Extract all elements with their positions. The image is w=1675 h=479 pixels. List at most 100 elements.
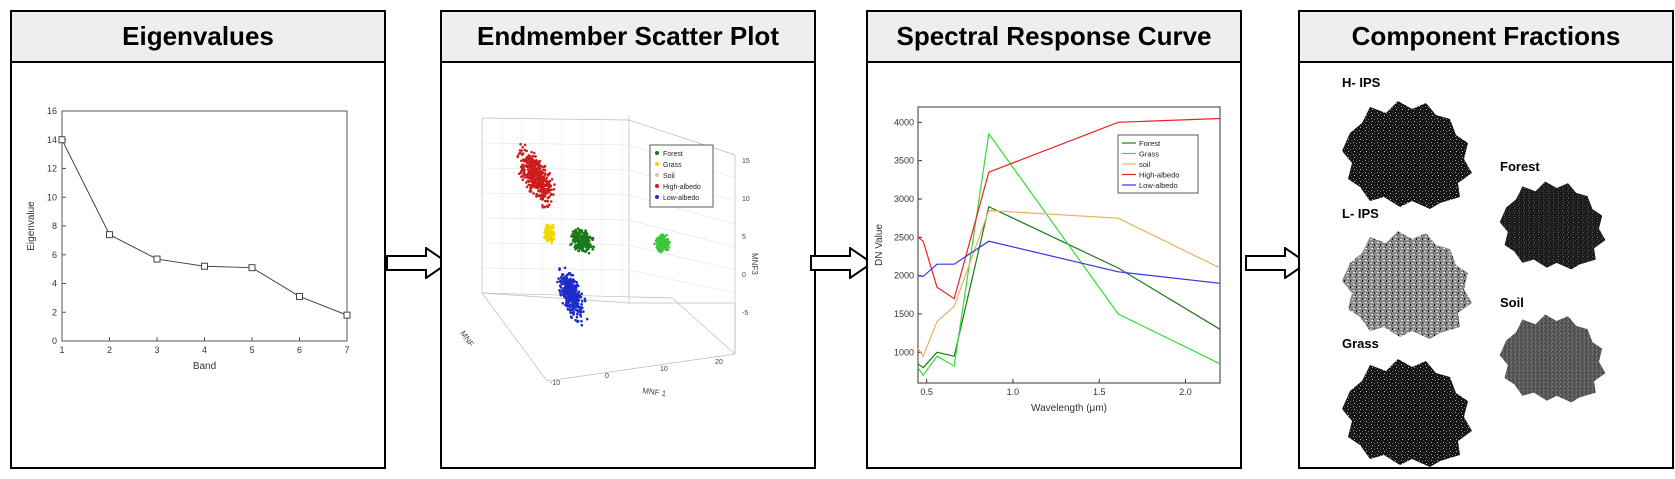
- low-albedo-point: [573, 291, 577, 295]
- low-albedo-point: [583, 299, 587, 303]
- low-albedo-point: [566, 273, 569, 277]
- high-albedo-point: [538, 184, 541, 188]
- high-albedo-point: [526, 164, 529, 168]
- forest-green-point: [661, 239, 664, 243]
- y-axis-label: DN Value: [874, 224, 885, 266]
- high-albedo-point: [523, 143, 527, 147]
- legend-entry: Low-albedo: [1139, 181, 1178, 190]
- low-albedo-point: [575, 293, 579, 297]
- high-albedo-point: [527, 179, 531, 183]
- forest-point: [576, 231, 579, 234]
- map-l-ips: [1340, 223, 1475, 341]
- low-albedo-point: [563, 280, 566, 283]
- grass-point: [548, 238, 552, 242]
- label-forest: Forest: [1500, 159, 1540, 174]
- forest-point: [580, 234, 583, 237]
- y-tick-label: 1500: [894, 309, 914, 319]
- grass-point: [549, 230, 553, 234]
- high-albedo-point: [545, 204, 549, 208]
- legend-entry: Grass: [1139, 150, 1159, 159]
- high-albedo-point: [523, 159, 526, 163]
- low-albedo-point: [564, 297, 568, 300]
- grid-line: [481, 192, 630, 196]
- x-tick-label: 2: [107, 345, 112, 355]
- high-albedo-point: [519, 171, 523, 175]
- low-albedo-point: [558, 289, 561, 292]
- x-tick-label: 0.5: [920, 387, 933, 397]
- forest-point: [576, 234, 580, 237]
- legend-marker: [655, 173, 659, 177]
- high-albedo-point: [516, 155, 519, 159]
- forest-green-point: [667, 246, 671, 249]
- high-albedo-point: [540, 179, 543, 182]
- x-tick-label: 10: [660, 366, 668, 373]
- low-albedo-point: [567, 298, 570, 301]
- fractions-title: Component Fractions: [1300, 12, 1672, 63]
- high-albedo-point: [522, 171, 526, 174]
- y-tick-label: 1000: [894, 347, 914, 357]
- low-albedo-point: [567, 301, 571, 304]
- forest-green-point: [666, 238, 669, 241]
- series-line: [917, 209, 1221, 358]
- arrow-right-icon: [1245, 247, 1309, 279]
- z-tick-label: -5: [742, 310, 748, 317]
- box-edge: [481, 292, 630, 304]
- forest-point: [584, 233, 587, 236]
- low-albedo-point: [561, 302, 565, 305]
- y-tick-label: 3500: [894, 156, 914, 166]
- plot-frame: [917, 106, 1221, 384]
- low-albedo-point: [561, 273, 564, 276]
- box-edge: [628, 119, 736, 156]
- high-albedo-point: [548, 172, 551, 175]
- forest-point: [587, 243, 591, 246]
- grid-line: [628, 244, 736, 271]
- z-tick-label: 5: [742, 234, 746, 241]
- x-tick-label: 20: [715, 359, 723, 366]
- y-tick-label: 6: [52, 250, 57, 260]
- high-albedo-point: [553, 183, 556, 186]
- low-albedo-point: [567, 271, 571, 275]
- high-albedo-point: [548, 179, 552, 183]
- low-albedo-point: [572, 311, 576, 315]
- grid-line: [481, 167, 630, 171]
- forest-green-point: [664, 242, 668, 245]
- spectral-panel: Spectral Response Curve 0.5 1.0 1.5 2.0 1000…: [866, 10, 1242, 469]
- low-albedo-point: [569, 311, 573, 314]
- low-albedo-point: [580, 323, 584, 327]
- high-albedo-point: [523, 148, 526, 152]
- y-tick-label: 4: [52, 279, 57, 289]
- high-albedo-point: [523, 176, 526, 179]
- high-albedo-point: [519, 142, 522, 146]
- high-albedo-point: [539, 164, 542, 168]
- forest-point: [587, 251, 591, 255]
- legend-marker: [655, 195, 659, 199]
- eigen-line: [61, 139, 348, 316]
- high-albedo-point: [521, 152, 525, 155]
- low-albedo-point: [571, 298, 574, 301]
- high-albedo-point: [541, 185, 545, 188]
- high-albedo-point: [536, 166, 539, 170]
- forest-point: [582, 235, 586, 239]
- high-albedo-point: [537, 174, 541, 178]
- x-tick-label: 2.0: [1179, 387, 1192, 397]
- high-albedo-point: [528, 161, 531, 164]
- forest-point: [584, 249, 588, 253]
- high-albedo-point: [541, 204, 544, 207]
- forest-point: [574, 248, 577, 251]
- forest-point: [591, 248, 595, 251]
- y-tick-label: 2500: [894, 232, 914, 242]
- legend-entry: Forest: [663, 151, 683, 158]
- low-albedo-point: [582, 310, 585, 313]
- endmember-scatter-chart: 15 10 5 0 -5 -10 0 10 20 MNF 1 MNF3 MNF Forest Grass S…: [458, 115, 759, 398]
- high-albedo-point: [545, 187, 549, 191]
- high-albedo-point: [520, 149, 523, 152]
- label-l-ips: L- IPS: [1342, 206, 1379, 221]
- low-albedo-point: [559, 280, 562, 284]
- low-albedo-point: [569, 315, 573, 318]
- high-albedo-point: [544, 199, 547, 203]
- x-tick-label: 3: [154, 345, 159, 355]
- data-point: [343, 311, 351, 319]
- y-tick-label: 12: [47, 164, 57, 174]
- high-albedo-point: [527, 183, 531, 187]
- high-albedo-point: [532, 192, 535, 195]
